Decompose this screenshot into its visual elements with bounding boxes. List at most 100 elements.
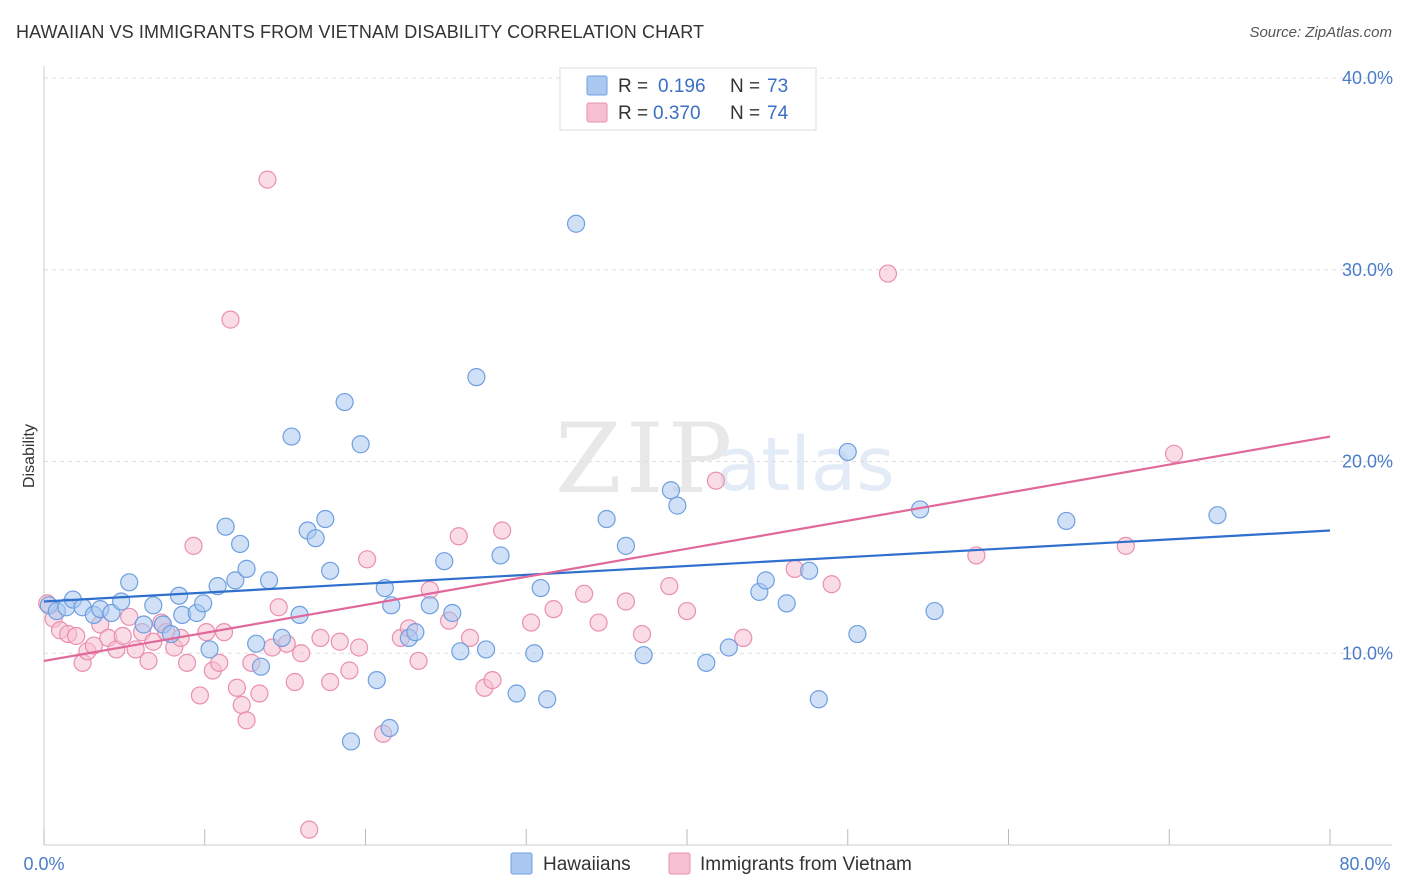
watermark-zip: ZIP (555, 403, 736, 515)
point-vietnam-69 (822, 575, 841, 594)
point-hawaiians-72 (1208, 506, 1227, 525)
legend-r-value-vietnam: 0.370 (653, 103, 701, 124)
point-hawaiians-61 (719, 638, 738, 657)
point-hawaiians-11 (144, 596, 163, 615)
y-tick-labels: 10.0% 20.0% 30.0% 40.0% (1342, 68, 1393, 663)
y-tick-label-10: 10.0% (1342, 643, 1393, 663)
point-hawaiians-25 (251, 657, 271, 676)
point-hawaiians-60 (697, 653, 716, 672)
point-hawaiians-19 (208, 577, 227, 596)
point-vietnam-73 (1164, 444, 1184, 463)
chart-title: HAWAIIAN VS IMMIGRANTS FROM VIETNAM DISA… (16, 22, 705, 42)
point-hawaiians-46 (451, 642, 470, 661)
point-hawaiians-23 (237, 559, 256, 578)
point-vietnam-15 (139, 651, 158, 671)
point-hawaiians-53 (538, 690, 557, 709)
point-vietnam-56 (483, 670, 502, 690)
point-vietnam-38 (285, 672, 304, 692)
point-vietnam-50 (409, 651, 428, 671)
point-hawaiians-24 (247, 634, 266, 653)
point-hawaiians-18 (200, 640, 219, 659)
point-hawaiians-20 (216, 517, 235, 536)
point-hawaiians-43 (420, 596, 439, 615)
point-vietnam-44 (340, 661, 359, 680)
point-vietnam-28 (221, 310, 240, 329)
point-vietnam-21 (177, 653, 197, 672)
point-hawaiians-67 (838, 442, 857, 462)
y-tick-label-20: 20.0% (1342, 452, 1393, 472)
legend-swatch-vietnam (586, 102, 608, 123)
legend-n-value-hawaiians: 73 (767, 76, 788, 97)
y-tick-label-40: 40.0% (1342, 68, 1393, 88)
trend-line-vietnam (43, 435, 1331, 663)
point-vietnam-54 (460, 628, 480, 648)
point-hawaiians-48 (476, 640, 496, 659)
point-vietnam-11 (113, 626, 132, 646)
point-vietnam-46 (358, 550, 377, 569)
point-hawaiians-42 (406, 623, 425, 642)
point-hawaiians-68 (848, 624, 867, 644)
watermark: ZIP atlas (555, 403, 895, 515)
point-hawaiians-17 (194, 594, 213, 613)
legend-r-value-hawaiians: 0.196 (658, 76, 706, 97)
point-vietnam-33 (250, 684, 269, 703)
point-hawaiians-55 (597, 509, 616, 529)
source-label: Source: ZipAtlas.com (1249, 24, 1392, 41)
point-hawaiians-27 (272, 628, 292, 648)
series-hawaiians-points (39, 214, 1227, 751)
point-vietnam-36 (269, 598, 288, 617)
x-tick-label-min: 0.0% (23, 854, 64, 874)
point-hawaiians-9 (120, 573, 139, 592)
point-vietnam-4 (67, 626, 86, 646)
legend-n-value-vietnam: 74 (767, 103, 789, 124)
y-tick-label-30: 30.0% (1342, 260, 1393, 280)
point-hawaiians-45 (443, 603, 462, 623)
point-hawaiians-66 (809, 690, 828, 709)
point-vietnam-45 (349, 638, 369, 657)
point-hawaiians-10 (134, 615, 153, 634)
point-hawaiians-44 (435, 552, 454, 571)
point-vietnam-64 (660, 577, 679, 596)
point-hawaiians-50 (507, 684, 526, 703)
axes (43, 66, 1392, 846)
point-hawaiians-70 (925, 601, 944, 621)
point-hawaiians-47 (467, 368, 486, 387)
point-vietnam-26 (210, 653, 229, 672)
point-vietnam-7 (84, 636, 103, 655)
point-hawaiians-58 (661, 481, 681, 500)
point-hawaiians-26 (259, 571, 279, 590)
point-hawaiians-51 (525, 644, 544, 663)
point-hawaiians-31 (306, 529, 325, 548)
legend-r-label-hawaiians: R = (618, 76, 648, 97)
point-hawaiians-63 (756, 571, 775, 590)
point-vietnam-67 (734, 628, 753, 648)
point-hawaiians-59 (668, 496, 687, 515)
point-hawaiians-64 (777, 594, 796, 613)
point-hawaiians-28 (282, 427, 301, 446)
point-hawaiians-57 (634, 646, 653, 665)
point-vietnam-57 (493, 521, 512, 540)
point-vietnam-40 (300, 820, 319, 839)
bottom-legend-label-vietnam: Immigrants from Vietnam (700, 854, 912, 875)
point-hawaiians-36 (351, 435, 370, 454)
point-hawaiians-54 (566, 214, 586, 233)
point-hawaiians-52 (531, 578, 550, 598)
point-hawaiians-35 (341, 732, 361, 751)
point-vietnam-51 (420, 580, 439, 600)
point-hawaiians-34 (335, 392, 354, 412)
point-vietnam-42 (321, 672, 340, 692)
point-vietnam-53 (449, 527, 468, 546)
point-vietnam-41 (311, 628, 330, 648)
legend-swatch-hawaiians (586, 75, 608, 96)
point-hawaiians-33 (321, 561, 340, 580)
point-hawaiians-49 (491, 546, 510, 565)
point-vietnam-27 (214, 623, 234, 642)
legend-n-label-vietnam: N = (730, 103, 760, 124)
point-vietnam-58 (521, 613, 541, 632)
point-vietnam-30 (232, 695, 251, 715)
point-vietnam-43 (330, 632, 349, 651)
watermark-atlas: atlas (716, 422, 895, 508)
point-hawaiians-21 (226, 571, 245, 590)
point-vietnam-60 (575, 584, 594, 603)
